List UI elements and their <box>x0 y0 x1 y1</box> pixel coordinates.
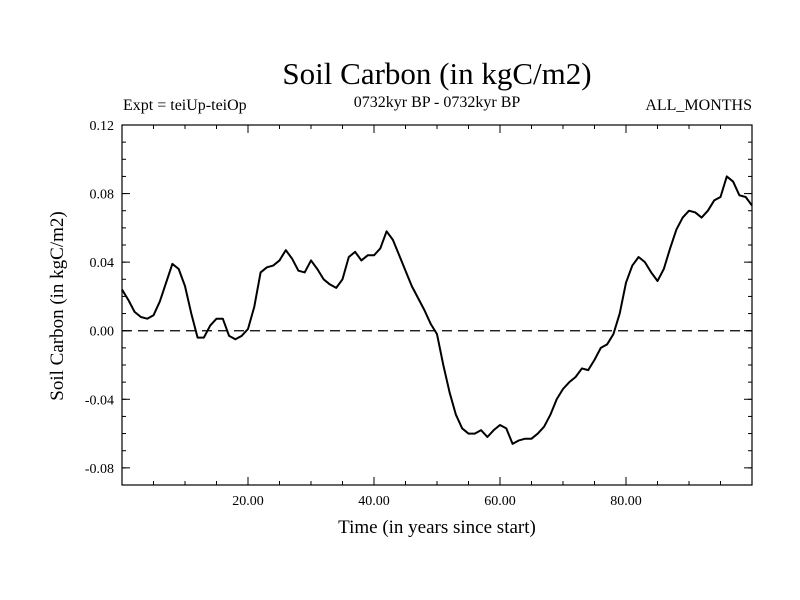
series-line-soil-carbon <box>121 175 753 445</box>
months-label: ALL_MONTHS <box>645 97 752 114</box>
x-axis-ticks: 20.00 40.00 60.00 80.00 <box>153 125 721 509</box>
plot-frame <box>121 124 753 486</box>
chart-subtitle: 0732kyr BP - 0732kyr BP <box>354 94 521 111</box>
y-tick-label: -0.04 <box>85 393 114 408</box>
expt-label: Expt = teiUp-teiOp <box>123 97 247 114</box>
x-tick-label: 40.00 <box>358 494 390 509</box>
x-tick-label: 60.00 <box>484 494 516 509</box>
x-tick-label: 20.00 <box>232 494 264 509</box>
y-tick-label: 0.00 <box>90 325 115 340</box>
y-tick-label: 0.12 <box>90 119 115 134</box>
y-tick-label: 0.04 <box>90 256 115 271</box>
chart-title: Soil Carbon (in kgC/m2) <box>282 56 591 91</box>
y-tick-label: 0.08 <box>90 188 115 203</box>
y-tick-label: -0.08 <box>85 462 114 477</box>
y-axis-label: Soil Carbon (in kgC/m2) <box>47 211 68 400</box>
x-axis-label: Time (in years since start) <box>338 517 536 538</box>
x-tick-label: 80.00 <box>610 494 642 509</box>
y-axis-ticks: -0.08 -0.04 0.00 0.04 0.08 0.12 <box>85 119 752 486</box>
plot-area: -0.08 -0.04 0.00 0.04 0.08 0.12 20.00 40.00 60.… <box>85 119 753 509</box>
